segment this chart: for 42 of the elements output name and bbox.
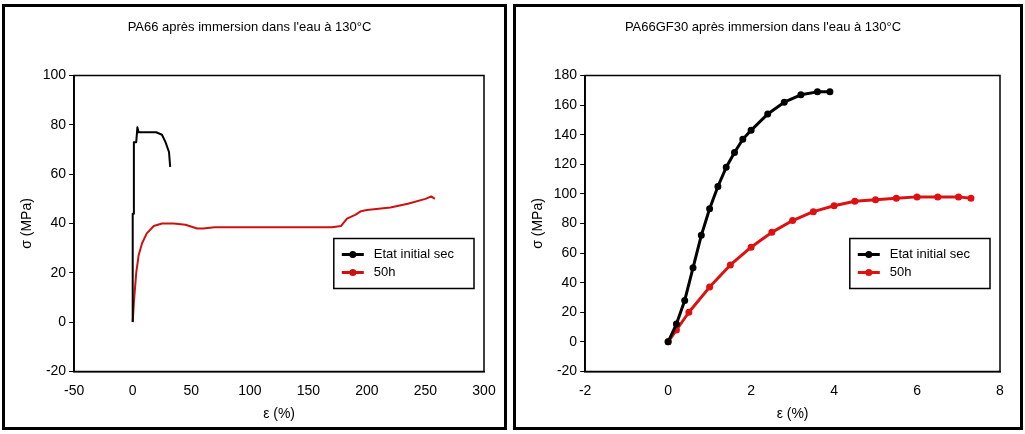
y-tick-label: 60 — [561, 243, 578, 260]
chart-title: PA66GF30 après immersion dans l'eau à 130°C — [624, 19, 902, 35]
x-tick-label: 0 — [664, 381, 673, 398]
y-tick-label: 40 — [561, 273, 578, 290]
y-tick-label: 0 — [58, 312, 67, 329]
x-tick-label: 200 — [355, 381, 379, 398]
y-tick-label: 100 — [553, 184, 578, 201]
x-tick-label: 100 — [238, 381, 262, 398]
x-tick-label: 50 — [183, 381, 200, 398]
y-tick-label: 100 — [42, 66, 67, 83]
x-tick-label: 4 — [830, 381, 839, 398]
y-tick-label: 120 — [553, 155, 578, 172]
x-tick-label: 0 — [128, 381, 137, 398]
y-tick-label: 180 — [553, 66, 578, 83]
legend-label: 50h — [889, 264, 912, 280]
y-tick-label: 140 — [553, 125, 578, 142]
x-tick-label: 2 — [747, 381, 756, 398]
x-tick-label: 300 — [472, 381, 496, 398]
x-tick-label: 250 — [413, 381, 438, 398]
y-tick-label: 80 — [561, 214, 578, 231]
chart-title: PA66 après immersion dans l'eau à 130°C — [127, 19, 372, 35]
y-axis-title: σ (MPa) — [18, 198, 35, 249]
y-tick-label: -20 — [45, 362, 67, 379]
y-tick-label: 20 — [561, 303, 578, 320]
y-tick-label: 20 — [50, 263, 67, 280]
x-tick-label: -50 — [64, 381, 85, 398]
y-tick-label: 80 — [50, 115, 67, 132]
x-tick-label: 6 — [913, 381, 922, 398]
x-tick-label: -2 — [578, 381, 592, 398]
y-tick-label: 60 — [50, 165, 67, 182]
x-tick-label: 8 — [996, 381, 1005, 398]
x-axis-title: ε (%) — [776, 405, 809, 422]
y-axis-title: σ (MPa) — [529, 198, 546, 249]
legend-label: Etat initial sec — [373, 246, 455, 262]
y-tick-label: 0 — [569, 332, 578, 349]
legend-label: 50h — [373, 264, 396, 280]
x-tick-label: 150 — [296, 381, 321, 398]
y-tick-label: -20 — [556, 362, 578, 379]
y-tick-label: 40 — [50, 214, 67, 231]
x-axis-title: ε (%) — [263, 405, 296, 422]
y-tick-label: 160 — [553, 96, 578, 113]
legend-label: Etat initial sec — [889, 246, 971, 262]
